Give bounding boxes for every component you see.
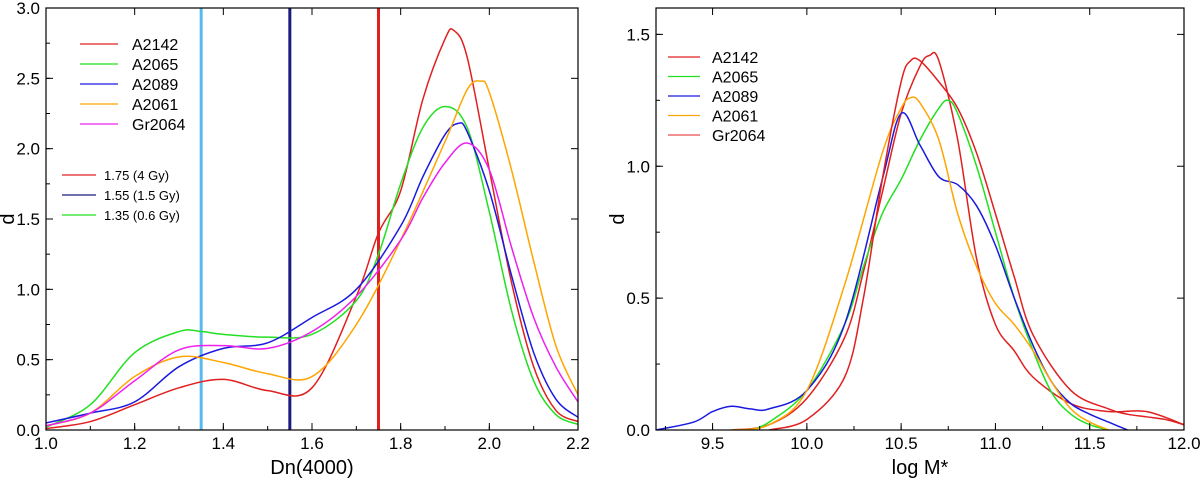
- x-tick-label: 11.5: [1074, 434, 1106, 453]
- legend-label-a2089: A2089: [132, 77, 178, 94]
- legend-label-1-75-4-gy: 1.75 (4 Gy): [104, 168, 169, 183]
- x-tick-label: 2.2: [566, 434, 590, 453]
- x-axis-label-right: log M*: [892, 457, 949, 479]
- panel-dn4000: 1.0 1.2 1.4 1.6 1.8 2.0 2.2 0.0 0.5 1.0 1.5 2.0 2.5 3…: [0, 0, 590, 479]
- legend-label-1-55-1-5-gy: 1.55 (1.5 Gy): [104, 188, 180, 203]
- y-axis-label-right: d: [607, 213, 629, 224]
- x-tick-label: 10.0: [790, 434, 823, 453]
- x-tick-label: 10.5: [885, 434, 918, 453]
- x-tick-label: 1.0: [34, 434, 58, 453]
- legend-label-gr2064: Gr2064: [712, 128, 765, 145]
- y-tick-label: 0.5: [16, 351, 40, 370]
- y-tick-label: 2.5: [16, 69, 40, 88]
- x-tick-label: 1.8: [389, 434, 413, 453]
- series-gr2064-line: [46, 142, 578, 427]
- x-tick-label: 1.2: [123, 434, 147, 453]
- x-tick-label: 1.4: [212, 434, 236, 453]
- legend-label-a2065: A2065: [132, 57, 178, 74]
- series-gr2064-line: [768, 57, 1184, 430]
- series-a2089-line: [46, 122, 578, 424]
- series-a2065-line: [749, 99, 1109, 430]
- x-tick-label: 1.6: [300, 434, 324, 453]
- legend-label-a2089: A2089: [712, 89, 758, 106]
- series-a2061-line: [731, 96, 1109, 430]
- y-tick-label: 1.0: [16, 280, 40, 299]
- y-tick-label: 0.0: [626, 421, 650, 440]
- legend-label-gr2064: Gr2064: [132, 117, 185, 134]
- series-a2142-line: [731, 51, 1184, 430]
- legend-label-a2142: A2142: [132, 37, 178, 54]
- y-tick-label: 0.0: [16, 421, 40, 440]
- legend-label-1-35-0-6-gy: 1.35 (0.6 Gy): [104, 208, 180, 223]
- x-tick-label: 12.0: [1167, 434, 1200, 453]
- y-tick-label: 2.0: [16, 140, 40, 159]
- y-tick-label: 1.0: [626, 157, 650, 176]
- x-tick-label: 9.5: [701, 434, 725, 453]
- x-axis-label-left: Dn(4000): [270, 457, 353, 479]
- x-tick-label: 11.0: [980, 434, 1012, 453]
- y-tick-label: 3.0: [16, 0, 40, 18]
- x-tick-label: 2.0: [478, 434, 502, 453]
- legend-label-a2142: A2142: [712, 50, 758, 67]
- series-a2065-line: [46, 105, 578, 428]
- panel-log-mass: 9.5 10.0 10.5 11.0 11.5 12.0 0.0 0.5 1.0 1.5 log …: [607, 7, 1200, 479]
- legend-label-a2061: A2061: [132, 97, 178, 114]
- y-tick-label: 1.5: [16, 210, 40, 229]
- plot-frame-right: [655, 7, 1185, 431]
- y-axis-label-left: d: [0, 213, 19, 224]
- legend-label-a2065: A2065: [712, 70, 758, 87]
- y-tick-label: 1.5: [626, 25, 650, 44]
- legend-label-a2061: A2061: [712, 109, 758, 126]
- series-a2089-line: [656, 112, 1128, 430]
- series-a2142-line: [46, 28, 578, 430]
- series-a2061-line: [46, 80, 578, 427]
- y-tick-label: 0.5: [626, 289, 650, 308]
